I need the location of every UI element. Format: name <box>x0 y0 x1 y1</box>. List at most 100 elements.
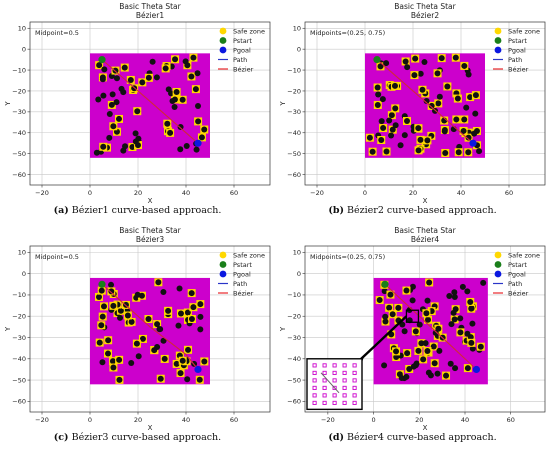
plot-frame <box>304 245 546 413</box>
legend-marker-safe_zone <box>219 251 227 259</box>
midpoint-annotation: Midpoint=0.5 <box>35 253 79 261</box>
legend-label-bezier: Bézier <box>508 289 529 297</box>
obstacle-marker <box>389 311 396 318</box>
obstacle-marker <box>472 110 479 117</box>
obstacle-marker <box>95 96 102 103</box>
obstacle-marker <box>132 130 139 137</box>
obstacle-marker <box>387 291 394 298</box>
obstacle-marker <box>406 365 413 372</box>
legend-label-safe_zone: Safe zone <box>233 27 265 35</box>
obstacle-marker <box>185 346 192 353</box>
legend-label-bezier: Bézier <box>508 65 529 73</box>
obstacle-marker <box>173 88 180 95</box>
inset-cell <box>352 370 357 375</box>
obstacle-marker <box>188 73 195 80</box>
obstacle-marker <box>424 316 431 323</box>
inset-cell <box>312 393 317 398</box>
obstacle-marker <box>461 62 468 69</box>
start-marker <box>381 280 389 288</box>
obstacle-marker <box>161 355 168 362</box>
x-axis-label: X <box>423 424 428 432</box>
x-tick-label: 20 <box>134 416 142 424</box>
y-tick-label: −20 <box>287 87 301 95</box>
legend-label-path: Path <box>508 280 522 288</box>
obstacle-marker <box>465 149 472 156</box>
zoom-inset-grid <box>312 363 357 405</box>
obstacle-marker <box>101 66 108 73</box>
chart-panel-d: Basic Theta Star Bézier4 −20 0 20 40 60 10 0 −10 −… <box>275 224 550 448</box>
y-tick-label: −50 <box>287 150 301 158</box>
obstacle-marker <box>99 76 106 83</box>
obstacle-marker <box>190 304 197 311</box>
midpoint-annotation: Midpoints=(0.25, 0.75) <box>310 29 385 37</box>
obstacle-marker <box>428 102 435 109</box>
obstacle-marker <box>117 314 124 321</box>
inset-cell <box>352 363 357 368</box>
obstacle-marker <box>468 305 475 312</box>
legend-marker-goal <box>494 270 502 278</box>
obstacle-marker <box>110 364 117 371</box>
legend-label-start: Pstart <box>233 37 252 45</box>
legend-marker-goal <box>494 46 502 54</box>
obstacle-marker <box>179 96 186 103</box>
obstacle-marker <box>182 58 189 65</box>
inset-cell <box>322 370 327 375</box>
obstacle-marker <box>108 288 115 295</box>
obstacle-marker <box>165 307 172 314</box>
zoom-inset <box>306 358 363 411</box>
obstacle-marker <box>99 359 106 366</box>
obstacle-marker <box>436 93 443 100</box>
obstacle-marker <box>464 288 471 295</box>
obstacle-marker <box>469 320 476 327</box>
obstacle-marker <box>469 345 476 352</box>
obstacle-marker <box>116 376 123 383</box>
obstacle-marker <box>415 147 422 154</box>
y-tick-label: 0 <box>297 45 301 53</box>
obstacle-marker <box>193 146 200 153</box>
obstacle-marker <box>197 301 204 308</box>
obstacle-marker <box>139 335 146 342</box>
x-tick-label: 20 <box>409 189 417 197</box>
legend-label-path: Path <box>508 56 522 64</box>
y-tick-label: −30 <box>12 334 26 342</box>
obstacle-marker <box>468 339 475 346</box>
obstacle-marker <box>403 287 410 294</box>
chart-title: Basic Theta Star <box>394 2 456 11</box>
chart-subtitle: Bézier4 <box>411 235 439 244</box>
legend-label-path: Path <box>233 56 247 64</box>
obstacle-marker <box>467 298 474 305</box>
obstacle-marker <box>128 360 135 367</box>
obstacle-marker <box>153 74 160 81</box>
obstacle-marker <box>135 353 142 360</box>
obstacle-marker <box>132 138 139 145</box>
obstacle-marker <box>194 70 201 77</box>
obstacle-marker <box>110 123 117 130</box>
caption-text-b: Bézier2 curve-based approach. <box>347 205 497 216</box>
obstacle-marker <box>467 94 474 101</box>
obstacle-marker <box>113 75 120 82</box>
start-marker <box>373 56 381 64</box>
obstacle-marker <box>134 291 141 298</box>
goal-marker <box>469 139 477 147</box>
inset-cell <box>352 400 357 405</box>
obstacle-marker <box>129 144 136 151</box>
obstacle-marker <box>410 363 417 370</box>
obstacle-marker <box>374 84 381 91</box>
obstacle-marker <box>412 55 419 62</box>
obstacle-marker <box>177 370 184 377</box>
obstacle-marker <box>447 360 454 367</box>
obstacle-marker <box>404 64 411 71</box>
inset-cell <box>342 393 347 398</box>
obstacle-marker <box>378 137 385 144</box>
obstacle-marker <box>108 281 115 288</box>
legend-marker-safe_zone <box>219 27 227 35</box>
y-tick-label: −20 <box>12 313 26 321</box>
inset-cell <box>312 385 317 390</box>
y-tick-label: −60 <box>287 171 301 179</box>
y-tick-label: −60 <box>12 398 26 406</box>
obstacle-marker <box>446 292 453 299</box>
legend-marker-goal <box>219 270 227 278</box>
obstacle-marker <box>393 348 400 355</box>
obstacle-marker <box>375 91 382 98</box>
